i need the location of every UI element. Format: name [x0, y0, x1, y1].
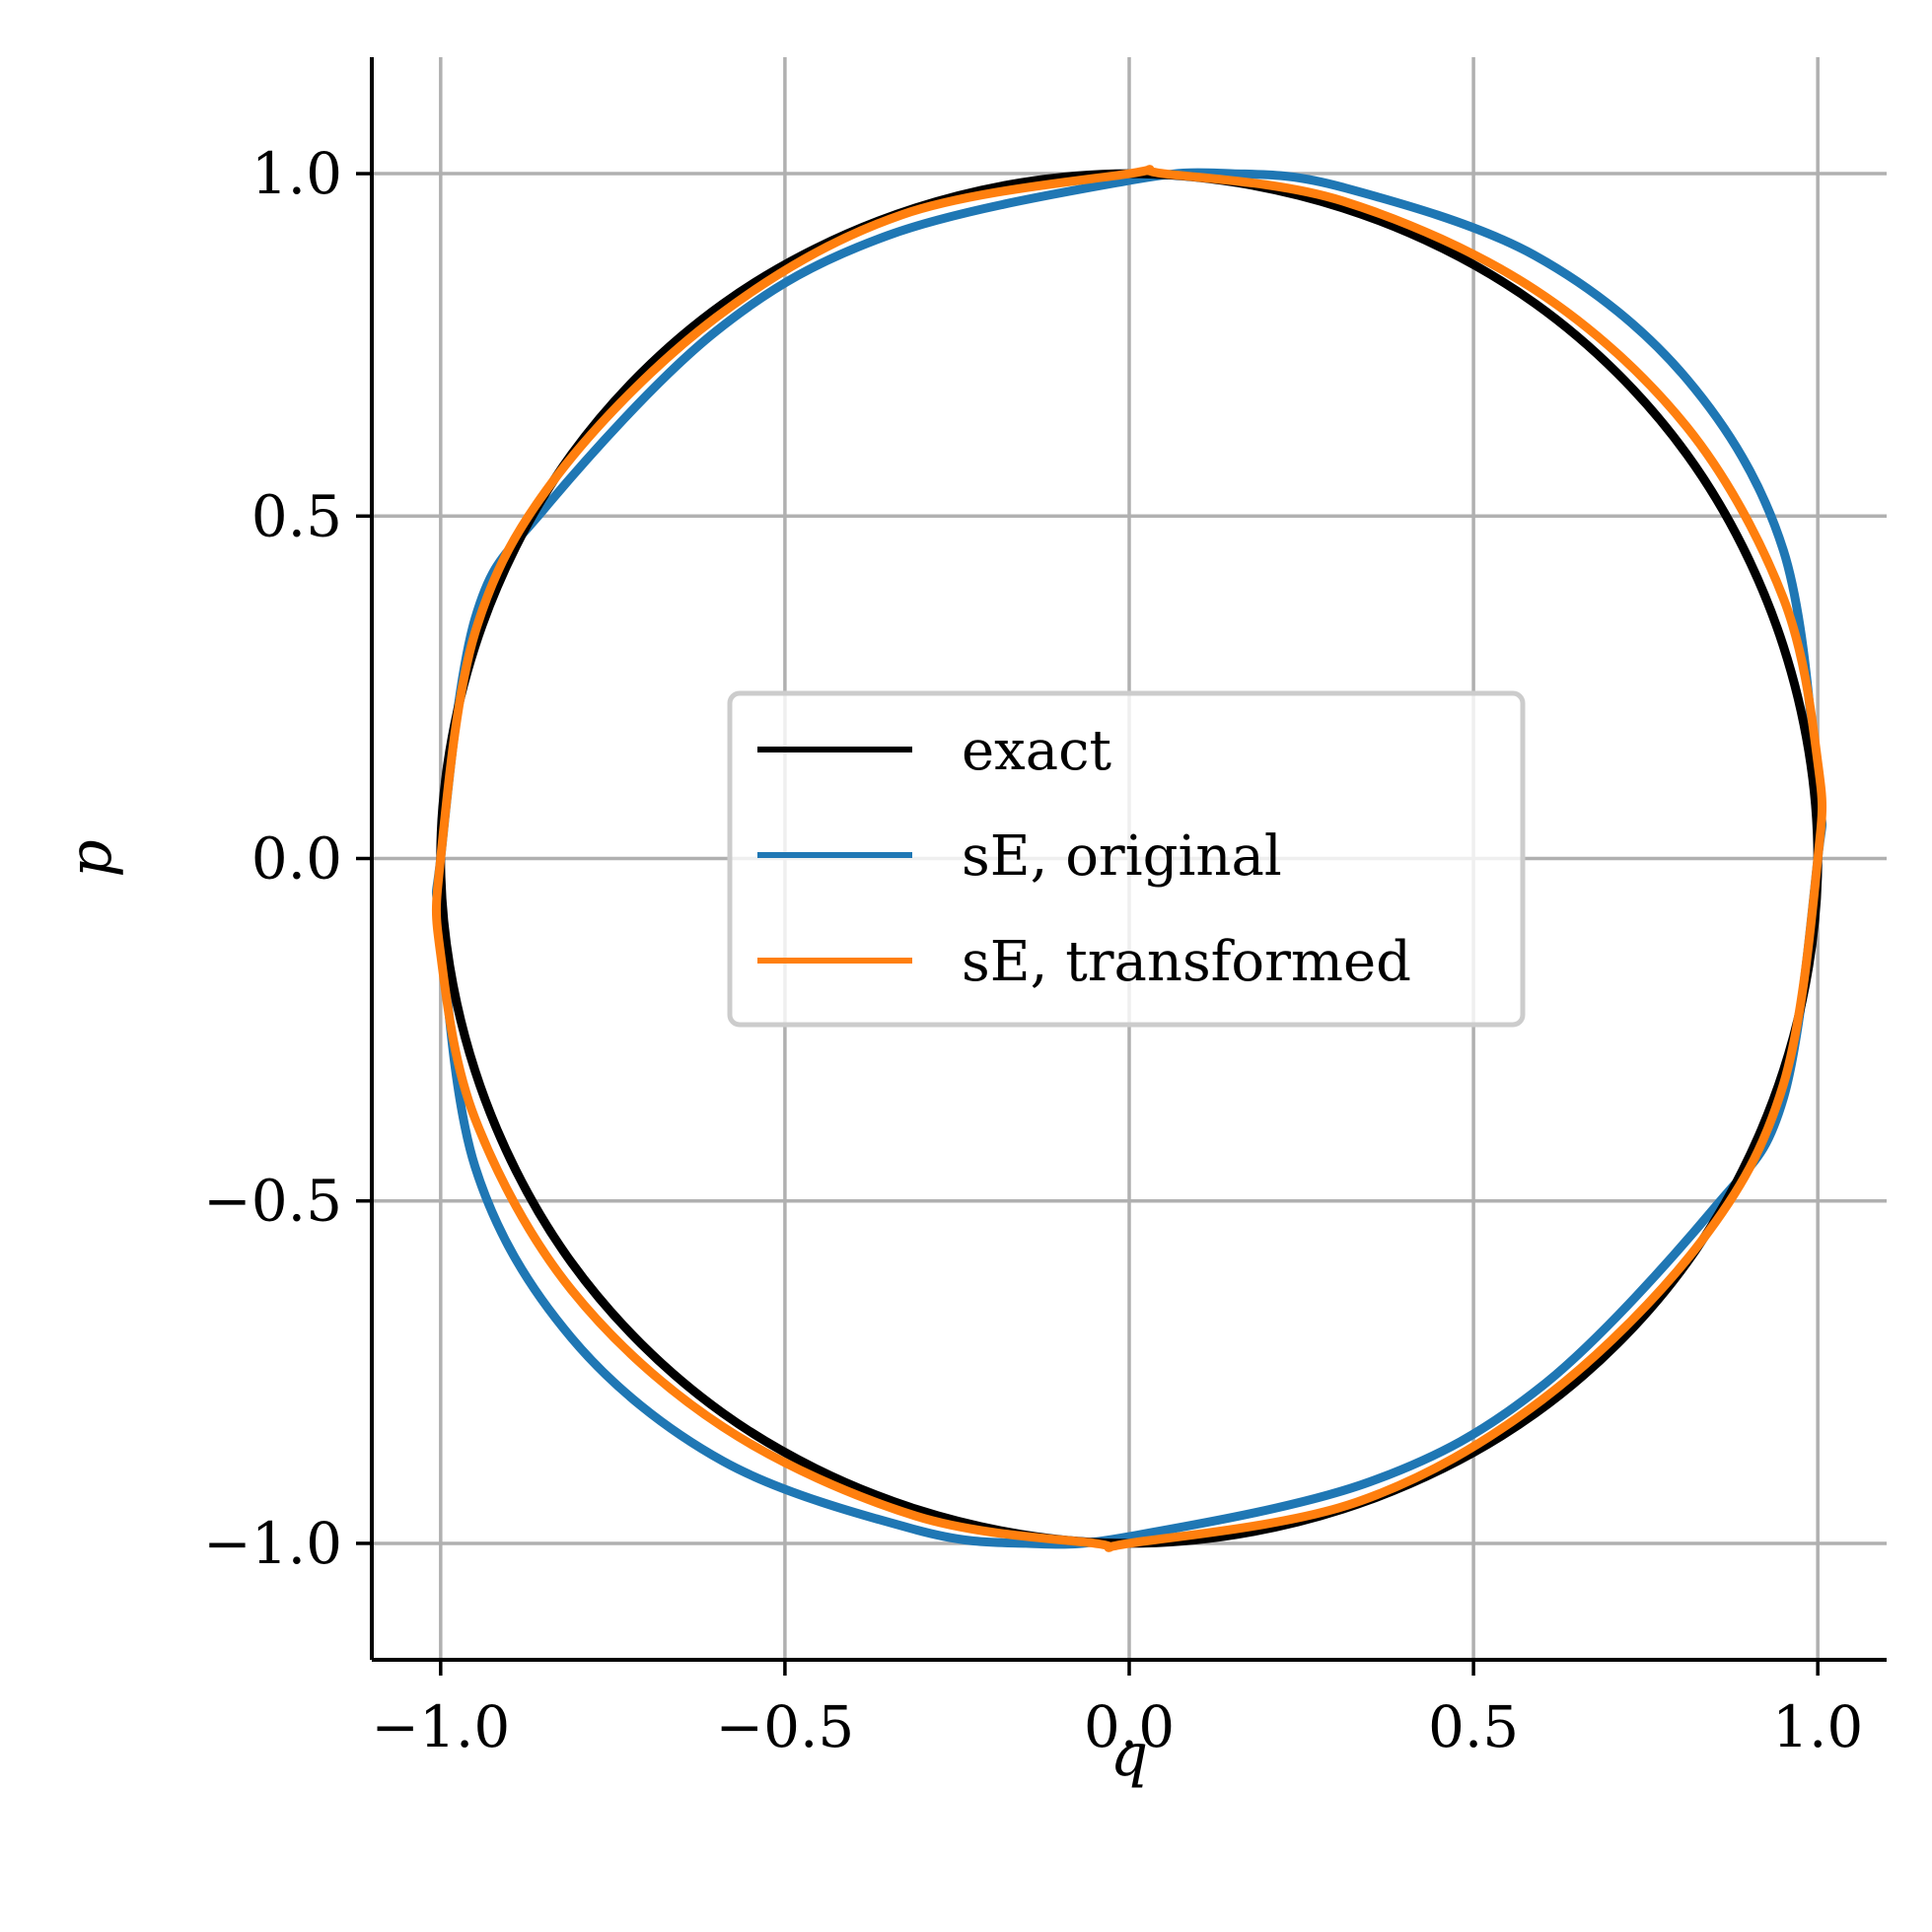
y-tick-label: 0.0	[251, 825, 342, 893]
legend-label: sE, original	[962, 824, 1282, 889]
x-tick-label: 0.5	[1428, 1693, 1519, 1760]
y-axis-label: p	[56, 839, 125, 877]
y-tick-label: −1.0	[203, 1510, 342, 1577]
x-tick-label: 0.0	[1084, 1693, 1175, 1760]
legend-label: sE, transformed	[962, 930, 1411, 994]
x-tick-label: −0.5	[715, 1693, 854, 1760]
ticks: −1.0 −0.5 0.0 0.5 1.0 −1.0 −0.5 0.0 0.5 1.0	[203, 140, 1863, 1760]
series-layer	[431, 165, 1827, 1552]
legend: exact sE, original sE, transformed	[727, 690, 1526, 1028]
x-tick-label: 1.0	[1772, 1693, 1863, 1760]
y-tick-label: 0.5	[251, 482, 342, 549]
legend-label: exact	[962, 719, 1111, 783]
y-tick-label: −0.5	[203, 1168, 342, 1235]
legend-frame	[727, 690, 1526, 1028]
x-axis-label: q	[1110, 1721, 1148, 1790]
x-tick-label: −1.0	[371, 1693, 510, 1760]
y-tick-label: 1.0	[251, 140, 342, 207]
series-line-se-transformed	[431, 165, 1827, 1552]
